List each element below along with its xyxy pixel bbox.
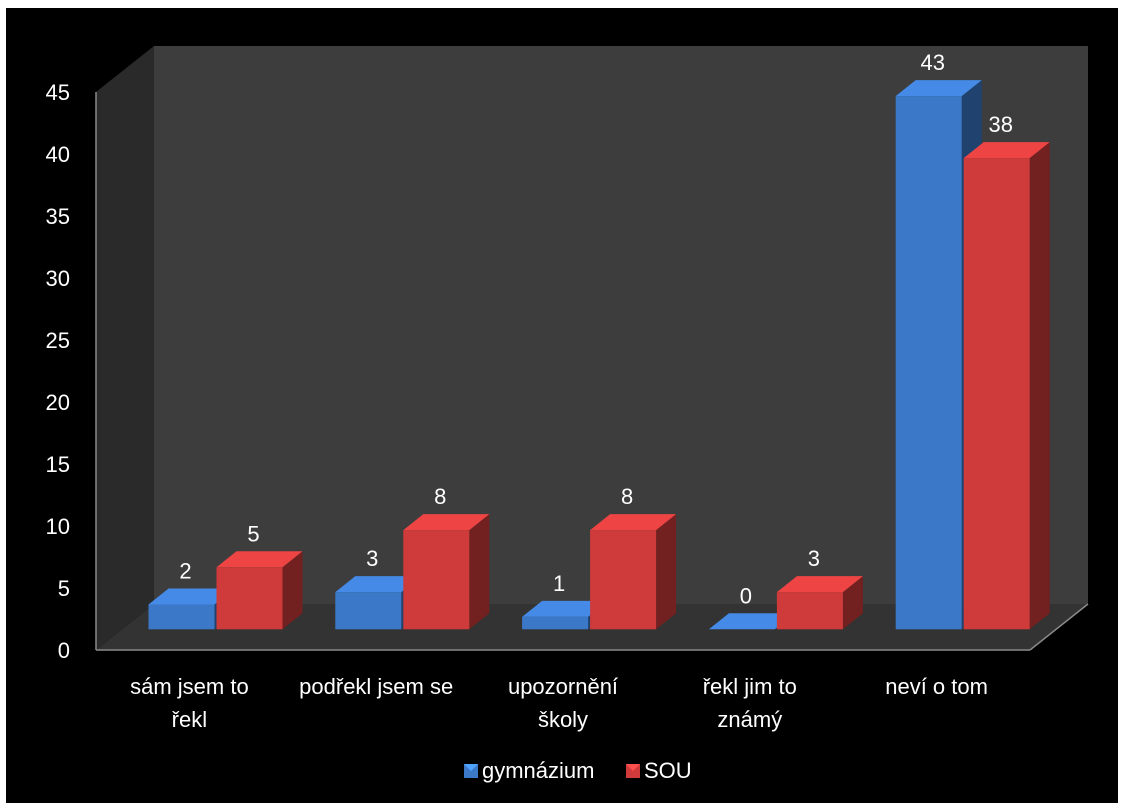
bar-sou — [776, 576, 863, 630]
x-category-label: řekl jim to — [703, 674, 797, 699]
x-category-label: známý — [717, 707, 782, 732]
legend-item: gymnázium — [464, 758, 594, 783]
y-tick-label: 10 — [46, 514, 70, 539]
data-label: 8 — [434, 484, 446, 509]
legend-label: gymnázium — [482, 758, 594, 783]
y-tick-label: 45 — [46, 80, 70, 105]
data-label: 3 — [366, 546, 378, 571]
x-category-label: upozornění — [508, 674, 618, 699]
y-tick-label: 25 — [46, 328, 70, 353]
x-category-label: neví o tom — [885, 674, 988, 699]
data-label: 2 — [179, 559, 191, 584]
x-category-label: sám jsem to — [130, 674, 249, 699]
x-category-label: podřekl jsem se — [299, 674, 453, 699]
bar-gymn-zium — [708, 613, 795, 630]
x-category-label: řekl — [172, 707, 207, 732]
y-tick-label: 5 — [58, 576, 70, 601]
y-tick-label: 35 — [46, 204, 70, 229]
bar-sou — [403, 514, 490, 630]
data-label: 3 — [808, 546, 820, 571]
bar-gymn-zium — [335, 576, 422, 630]
y-tick-label: 15 — [46, 452, 70, 477]
bar-sou — [590, 514, 677, 630]
data-label: 8 — [621, 484, 633, 509]
data-label: 5 — [247, 521, 259, 546]
y-tick-label: 30 — [46, 266, 70, 291]
data-label: 43 — [920, 50, 944, 75]
y-tick-label: 0 — [58, 638, 70, 663]
y-tick-label: 40 — [46, 142, 70, 167]
y-tick-label: 20 — [46, 390, 70, 415]
back-wall — [154, 46, 1088, 604]
data-label: 38 — [988, 112, 1012, 137]
legend-item: SOU — [626, 758, 692, 783]
bar-sou — [216, 551, 303, 630]
bar-sou — [963, 142, 1050, 630]
side-wall — [96, 46, 154, 650]
floor-edge-line — [1029, 603, 1089, 651]
legend-label: SOU — [644, 758, 692, 783]
x-category-label: školy — [538, 707, 588, 732]
data-label: 1 — [553, 571, 565, 596]
data-label: 0 — [740, 583, 752, 608]
